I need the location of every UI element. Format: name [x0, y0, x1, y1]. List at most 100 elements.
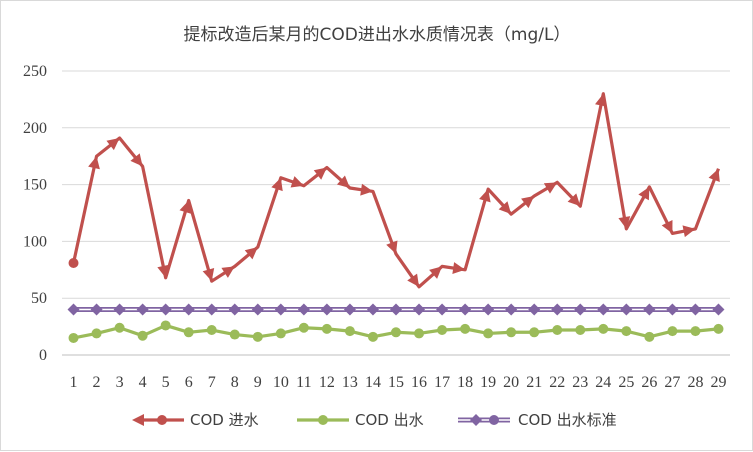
legend: COD 进水 COD 出水 COD 出水标准	[132, 411, 617, 429]
data-point	[274, 303, 287, 316]
x-tick-label: 9	[254, 374, 262, 391]
data-point	[689, 303, 702, 316]
x-tick-label: 20	[503, 374, 519, 391]
data-point	[708, 168, 720, 183]
data-point	[182, 303, 195, 316]
x-tick-label: 2	[93, 374, 101, 391]
data-point	[297, 303, 310, 316]
data-point	[482, 303, 495, 316]
x-tick-label: 6	[185, 374, 193, 391]
data-point	[483, 328, 494, 339]
legend-item-1: COD 进水	[132, 411, 259, 429]
data-point	[567, 193, 581, 207]
data-point	[336, 175, 350, 189]
data-point	[597, 303, 610, 316]
x-tick-label: 1	[70, 374, 78, 391]
x-tick-label: 8	[231, 374, 239, 391]
y-tick-label: 0	[39, 347, 47, 364]
data-point	[690, 326, 701, 337]
data-point	[228, 303, 241, 316]
data-point	[638, 186, 650, 201]
x-tick-label: 24	[595, 374, 611, 391]
x-tick-label: 27	[664, 374, 680, 391]
data-point	[413, 303, 426, 316]
y-axis-ticks: 0 50 100 150 200 250	[23, 63, 47, 364]
data-point	[643, 303, 656, 316]
x-tick-label: 3	[116, 374, 124, 391]
data-point	[68, 257, 79, 268]
data-point	[221, 266, 235, 278]
data-point	[244, 247, 258, 260]
x-tick-label: 19	[480, 374, 496, 391]
data-point	[313, 167, 327, 180]
data-point	[460, 323, 471, 334]
data-point	[157, 264, 170, 278]
data-point	[574, 303, 587, 316]
data-point	[506, 327, 517, 338]
data-point	[320, 303, 333, 316]
data-point	[290, 176, 304, 188]
data-point	[91, 328, 102, 339]
data-point	[429, 266, 443, 279]
x-tick-label: 23	[572, 374, 588, 391]
x-tick-label: 12	[319, 374, 335, 391]
data-point	[528, 303, 541, 316]
x-axis-ticks: 1 2 3 4 5 6 7 8 9 10 11 12 13 14 15 16 17 18 19 20 21 22 23 24 2…	[70, 374, 727, 391]
x-tick-label: 28	[687, 374, 703, 391]
data-point	[106, 138, 120, 151]
data-point	[229, 329, 240, 340]
legend-marker	[132, 414, 144, 426]
data-point	[160, 320, 171, 331]
data-point	[343, 303, 356, 316]
data-point	[344, 326, 355, 337]
x-tick-label: 13	[342, 374, 358, 391]
data-point	[67, 303, 80, 316]
legend-marker	[489, 415, 499, 425]
legend-marker	[157, 415, 167, 425]
data-point	[202, 267, 215, 282]
x-tick-label: 29	[710, 374, 726, 391]
chart-title: 提标改造后某月的COD进出水水质情况表（mg/L）	[184, 25, 571, 45]
data-point	[113, 303, 126, 316]
data-point	[90, 303, 103, 316]
data-point	[407, 273, 420, 287]
data-point	[298, 322, 309, 333]
data-point	[114, 322, 125, 333]
x-tick-label: 10	[273, 374, 289, 391]
data-point	[136, 303, 149, 316]
legend-marker	[470, 414, 482, 426]
x-tick-label: 4	[139, 374, 147, 391]
legend-label: COD 进水	[190, 411, 259, 429]
x-tick-label: 14	[365, 374, 381, 391]
legend-label: COD 出水标准	[518, 411, 617, 429]
data-point	[543, 182, 558, 194]
data-point	[251, 303, 264, 316]
data-point	[183, 327, 194, 338]
data-point	[130, 153, 143, 167]
legend-label: COD 出水	[355, 411, 424, 429]
x-tick-label: 15	[388, 374, 404, 391]
x-tick-label: 11	[296, 374, 311, 391]
data-point	[252, 331, 263, 342]
x-tick-label: 17	[434, 374, 450, 391]
data-point	[667, 326, 678, 337]
data-point	[437, 325, 448, 336]
data-point	[661, 220, 673, 234]
data-point	[498, 201, 512, 215]
data-point	[666, 303, 679, 316]
data-point	[575, 325, 586, 336]
series-line	[71, 92, 720, 289]
data-point	[712, 303, 725, 316]
data-point	[529, 327, 540, 338]
x-tick-label: 18	[457, 374, 473, 391]
x-tick-label: 7	[208, 374, 216, 391]
series-1	[68, 92, 720, 289]
data-point	[598, 323, 609, 334]
data-point	[367, 331, 378, 342]
data-point	[321, 323, 332, 334]
y-tick-label: 200	[23, 120, 47, 137]
data-point	[414, 328, 425, 339]
data-point	[206, 325, 217, 336]
x-tick-label: 16	[411, 374, 427, 391]
